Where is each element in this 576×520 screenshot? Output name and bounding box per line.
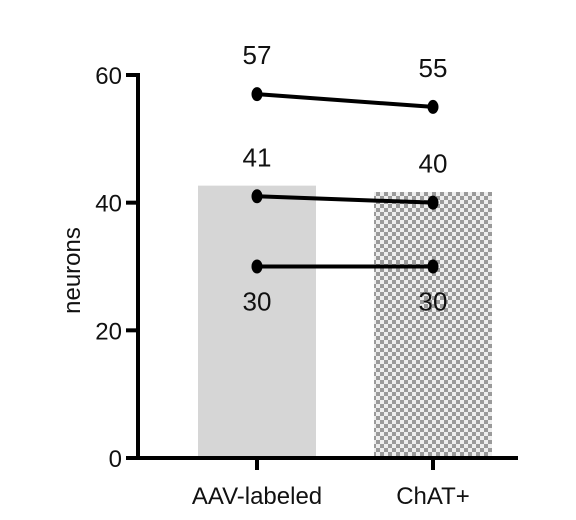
data-point xyxy=(427,259,439,274)
paired-lines-layer xyxy=(251,87,439,274)
data-point xyxy=(427,99,439,114)
y-tick-label: 20 xyxy=(95,318,122,345)
data-label: 30 xyxy=(243,287,272,317)
axes-layer: 0 20 40 60 AAV-labeled ChAT+ xyxy=(95,63,518,510)
x-tick-label: ChAT+ xyxy=(396,483,470,510)
y-tick-label: 40 xyxy=(95,191,122,218)
data-point xyxy=(251,189,263,204)
data-label: 30 xyxy=(419,287,448,317)
bars-layer xyxy=(198,185,492,458)
data-label: 40 xyxy=(419,149,448,179)
data-point xyxy=(251,87,263,102)
x-tick-label: AAV-labeled xyxy=(192,483,322,510)
y-tick-label: 0 xyxy=(109,446,122,473)
data-point xyxy=(427,195,439,210)
data-labels-layer: 57 55 41 40 30 30 xyxy=(243,40,448,316)
bar-chat xyxy=(374,192,492,458)
data-label: 55 xyxy=(419,53,448,83)
y-tick-label: 60 xyxy=(95,63,122,90)
data-point xyxy=(251,259,263,274)
y-axis-title: neurons xyxy=(59,227,86,314)
paired-line xyxy=(256,194,434,205)
paired-line xyxy=(256,92,434,109)
bar-aav-labeled xyxy=(198,185,316,458)
data-label: 41 xyxy=(243,142,272,172)
data-label: 57 xyxy=(243,40,272,70)
